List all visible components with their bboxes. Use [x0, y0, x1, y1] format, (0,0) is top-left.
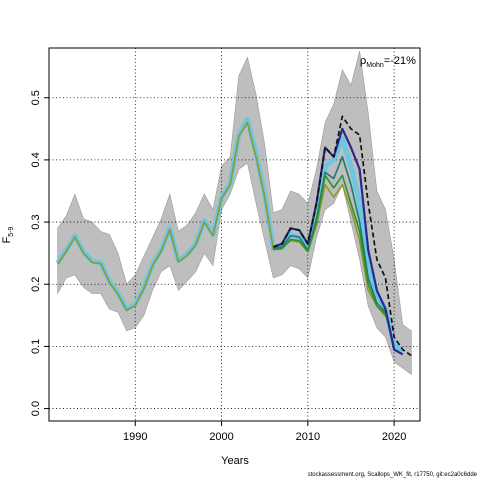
- rho-subscript: Mohn: [366, 62, 384, 69]
- series-line-olive: [56, 121, 387, 318]
- series-lines: [55, 115, 412, 357]
- confidence-band-area: [57, 51, 412, 375]
- axis-ticks: 1990 2000 2010 2020 0.0 0.1 0.2 0.3 0.4 0.5: [30, 90, 406, 443]
- rho-symbol: ρ: [360, 55, 366, 67]
- series-line-teal: [273, 155, 395, 347]
- y-tick-label: 0.0: [30, 401, 42, 416]
- y-axis-label-sub: 5-9: [8, 226, 15, 236]
- y-axis-label: F5-9: [1, 226, 15, 243]
- series-line-black: [273, 115, 412, 357]
- svg-text:F5-9: F5-9: [1, 226, 15, 243]
- series-line-green: [273, 174, 387, 315]
- rho-value: =-21%: [384, 55, 416, 67]
- x-tick-label: 2000: [209, 431, 233, 443]
- plot-frame: [48, 47, 421, 422]
- y-axis-label-main: F: [1, 236, 13, 243]
- confidence-band: [57, 51, 412, 375]
- y-tick-label: 0.2: [30, 277, 42, 292]
- footer-credit: stockassessment.org, Scallops_WK_fit, r1…: [307, 472, 477, 478]
- x-tick-label: 2020: [382, 431, 406, 443]
- y-tick-label: 0.3: [30, 214, 42, 229]
- mohn-rho-annotation: ρMohn=-21%: [360, 55, 416, 69]
- series-line-dark-blue: [272, 127, 404, 356]
- grid-lines: [49, 48, 420, 421]
- x-axis-label: Years: [221, 455, 249, 467]
- x-tick-label: 2010: [296, 431, 320, 443]
- x-tick-label: 1990: [123, 431, 147, 443]
- svg-text:ρMohn=-21%: ρMohn=-21%: [360, 55, 416, 69]
- y-tick-label: 0.5: [30, 90, 42, 105]
- y-tick-label: 0.4: [30, 152, 42, 167]
- y-tick-label: 0.1: [30, 339, 42, 354]
